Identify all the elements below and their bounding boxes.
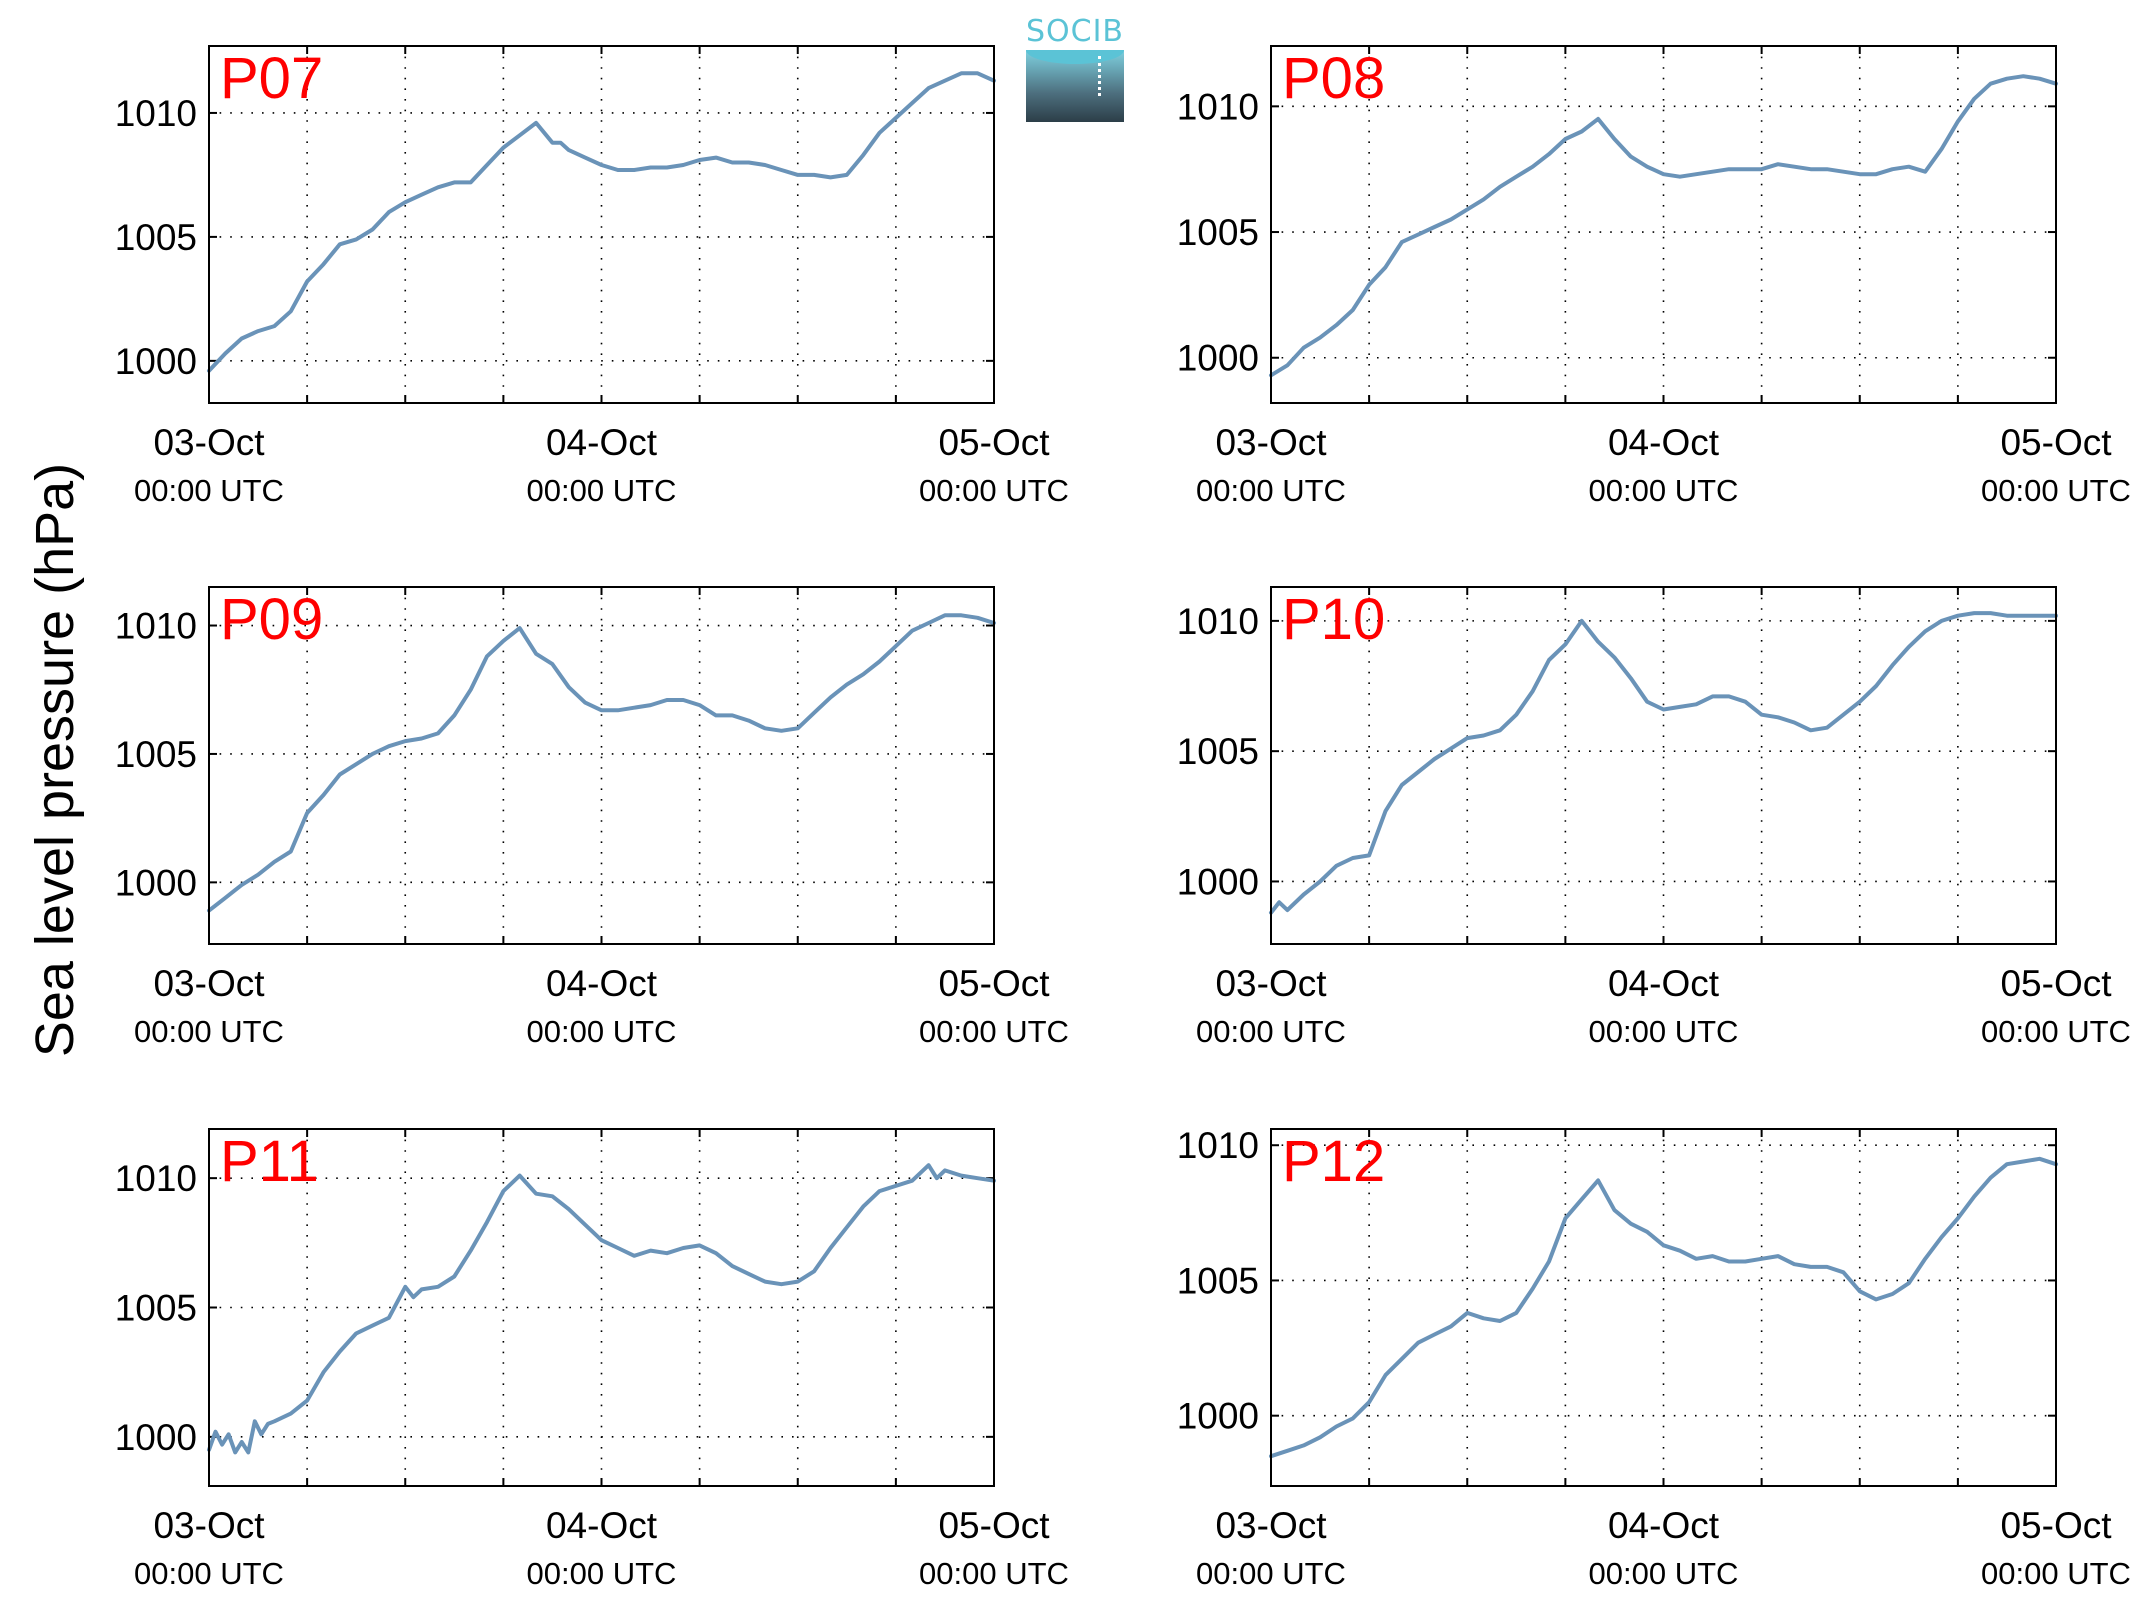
x-tick-label-time: 00:00 UTC (134, 1556, 284, 1591)
y-tick-label: 1000 (115, 1417, 197, 1458)
panel-label: P10 (1282, 587, 1385, 652)
x-tick-label-day: 03-Oct (153, 1505, 265, 1546)
x-tick-label-day: 03-Oct (1215, 963, 1327, 1004)
y-tick-label: 1010 (115, 606, 197, 647)
x-tick-label-time: 00:00 UTC (134, 473, 284, 508)
x-tick-label-time: 00:00 UTC (919, 1556, 1069, 1591)
y-tick-label: 1005 (115, 1288, 197, 1329)
panel-p08: 1000 1005 1010 03-Oct 00:00 UTC 04-Oct 00:00 U… (1177, 45, 2131, 508)
panel-p10: 1000 1005 1010 03-Oct 00:00 UTC 04-Oct 00:00 U… (1177, 586, 2131, 1049)
y-tick-label: 1010 (1177, 1125, 1259, 1166)
x-tick-label-day: 03-Oct (153, 963, 265, 1004)
x-tick-label-day: 05-Oct (2000, 1505, 2112, 1546)
x-tick-label-time: 00:00 UTC (134, 1014, 284, 1049)
x-tick-label-time: 00:00 UTC (527, 1014, 677, 1049)
x-tick-label-time: 00:00 UTC (1196, 1014, 1346, 1049)
y-tick-label: 1010 (115, 1158, 197, 1199)
x-tick-label-time: 00:00 UTC (1589, 1014, 1739, 1049)
plot-frame (208, 586, 995, 945)
x-tick-label-time: 00:00 UTC (1589, 1556, 1739, 1591)
x-tick-label-day: 05-Oct (2000, 422, 2112, 463)
y-tick-label: 1000 (115, 862, 197, 903)
x-tick-label-time: 00:00 UTC (527, 473, 677, 508)
socib-logo: SOCIB (1024, 14, 1126, 122)
pressure-series-line (207, 71, 996, 373)
panel-label: P09 (220, 587, 323, 652)
x-tick-label-day: 05-Oct (2000, 963, 2112, 1004)
panel-label: P12 (1282, 1129, 1385, 1194)
pressure-series-line (207, 1163, 996, 1455)
panel-p09: 1000 1005 1010 03-Oct 00:00 UTC 04-Oct 00:00 U… (115, 586, 1069, 1049)
y-tick-label: 1005 (1177, 1260, 1259, 1301)
x-tick-label-day: 05-Oct (938, 1505, 1050, 1546)
x-tick-label-day: 04-Oct (1608, 963, 1720, 1004)
y-tick-label: 1005 (115, 734, 197, 775)
x-tick-label-time: 00:00 UTC (1981, 1014, 2131, 1049)
plot-frame (1270, 586, 2057, 945)
socib-logo-emblem (1026, 50, 1124, 122)
panel-p11: 1000 1005 1010 03-Oct 00:00 UTC 04-Oct 00:00 U… (115, 1128, 1069, 1591)
x-tick-label-day: 04-Oct (546, 1505, 658, 1546)
x-tick-label-time: 00:00 UTC (919, 1014, 1069, 1049)
panel-label: P11 (220, 1129, 319, 1194)
y-tick-label: 1005 (1177, 212, 1259, 253)
x-tick-label-time: 00:00 UTC (919, 473, 1069, 508)
pressure-series-line (207, 613, 996, 913)
x-tick-label-day: 03-Oct (153, 422, 265, 463)
y-tick-label: 1000 (1177, 338, 1259, 379)
y-tick-label: 1010 (1177, 601, 1259, 642)
y-tick-label: 1000 (115, 341, 197, 382)
panel-p07: 1000 1005 1010 03-Oct 00:00 UTC 04-Oct 00:00 U… (115, 45, 1069, 508)
x-tick-label-time: 00:00 UTC (1981, 473, 2131, 508)
plot-frame (1270, 1128, 2057, 1487)
x-tick-label-day: 03-Oct (1215, 1505, 1327, 1546)
y-tick-label: 1000 (1177, 1396, 1259, 1437)
plot-frame (208, 1128, 995, 1487)
panel-label: P07 (220, 46, 323, 111)
y-tick-label: 1000 (1177, 861, 1259, 902)
x-tick-label-time: 00:00 UTC (1589, 473, 1739, 508)
x-tick-label-time: 00:00 UTC (527, 1556, 677, 1591)
pressure-series-line (1269, 1156, 2058, 1459)
pressure-series-line (1269, 611, 2058, 915)
socib-logo-text: SOCIB (1025, 14, 1125, 49)
x-tick-label-time: 00:00 UTC (1981, 1556, 2131, 1591)
panel-p12: 1000 1005 1010 03-Oct 00:00 UTC 04-Oct 00:00 U… (1177, 1125, 2131, 1591)
y-tick-label: 1005 (1177, 731, 1259, 772)
y-tick-label: 1010 (1177, 86, 1259, 127)
y-tick-label: 1010 (115, 93, 197, 134)
x-tick-label-day: 04-Oct (1608, 422, 1720, 463)
x-tick-label-day: 04-Oct (546, 963, 658, 1004)
shared-y-axis-label: Sea level pressure (hPa) (25, 462, 85, 1058)
x-tick-label-day: 04-Oct (546, 422, 658, 463)
pressure-series-line (1269, 74, 2058, 378)
x-tick-label-day: 05-Oct (938, 422, 1050, 463)
panel-label: P08 (1282, 46, 1385, 111)
y-tick-label: 1005 (115, 217, 197, 258)
x-tick-label-time: 00:00 UTC (1196, 473, 1346, 508)
x-tick-label-day: 04-Oct (1608, 1505, 1720, 1546)
x-tick-label-day: 03-Oct (1215, 422, 1327, 463)
x-tick-label-time: 00:00 UTC (1196, 1556, 1346, 1591)
x-tick-label-day: 05-Oct (938, 963, 1050, 1004)
plot-frame (208, 45, 995, 404)
plot-frame (1270, 45, 2057, 404)
